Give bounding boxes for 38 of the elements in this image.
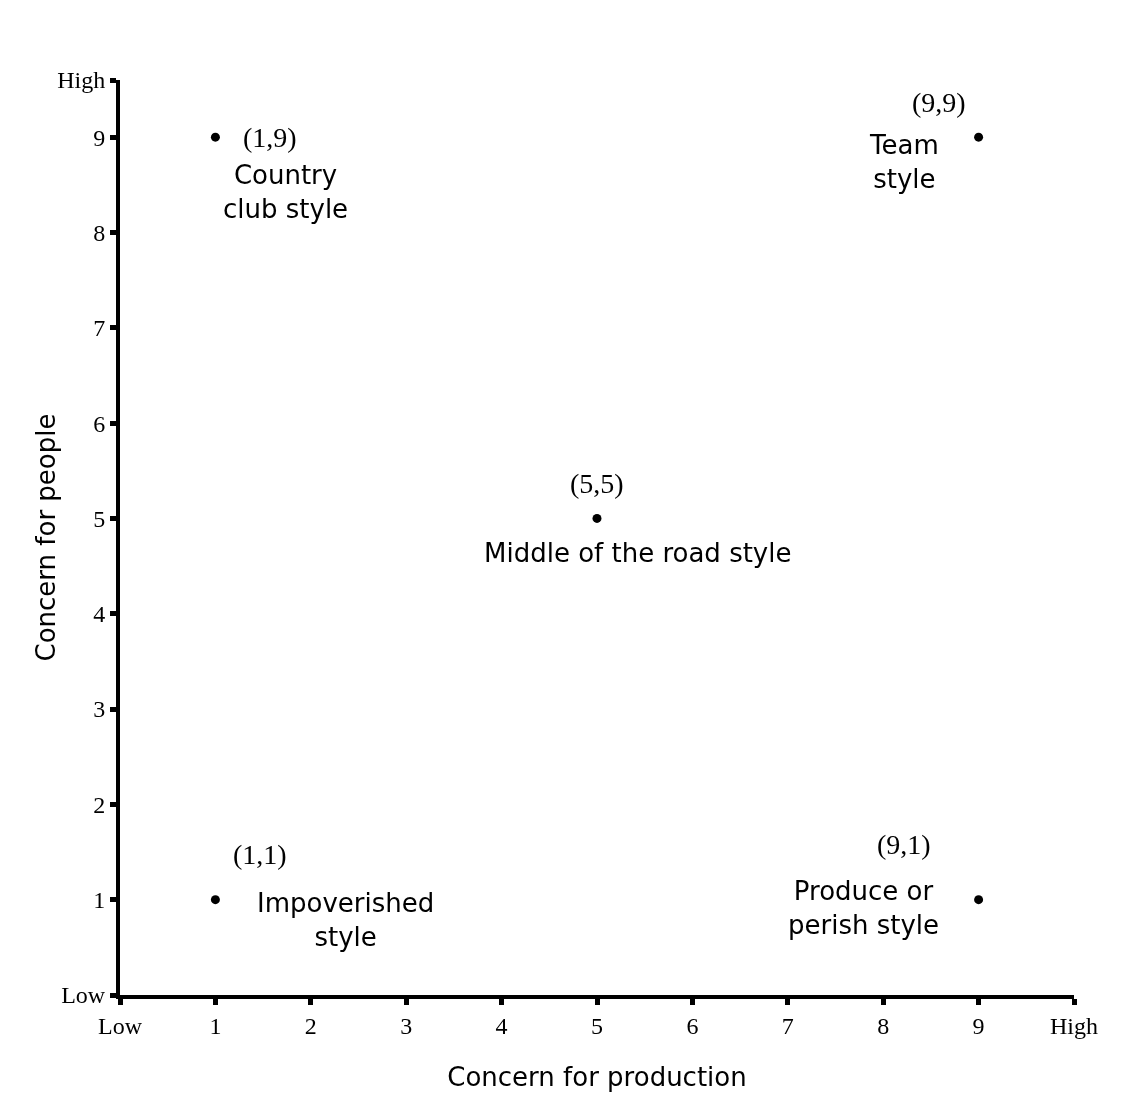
x-axis-title: Concern for production bbox=[447, 1062, 747, 1092]
x-tick-label: 8 bbox=[877, 1012, 890, 1039]
x-tick-label: 5 bbox=[591, 1012, 603, 1039]
y-axis-title: Concern for people bbox=[31, 413, 61, 662]
y-tick-label: High bbox=[57, 67, 106, 94]
annotation: Team style bbox=[869, 130, 939, 194]
x-tick-label: 4 bbox=[495, 1012, 508, 1039]
x-tick-label: 9 bbox=[972, 1012, 985, 1039]
y-tick-label: Low bbox=[61, 982, 106, 1009]
x-tick-label: 3 bbox=[400, 1012, 413, 1039]
annotation: (9,9) bbox=[912, 87, 966, 118]
y-tick-label: 1 bbox=[93, 887, 106, 914]
x-tick-label: 7 bbox=[781, 1012, 794, 1039]
annotation: Country club style bbox=[223, 160, 349, 224]
annotation: Impoverished style bbox=[257, 888, 435, 952]
annotation: (1,9) bbox=[243, 122, 297, 153]
y-tick-label: 9 bbox=[93, 124, 106, 151]
x-tick-label: 1 bbox=[209, 1012, 222, 1039]
y-tick-label: 6 bbox=[93, 410, 106, 437]
point bbox=[210, 132, 220, 142]
x-tick-label: 6 bbox=[686, 1012, 699, 1039]
x-tick-label: High bbox=[1050, 1012, 1098, 1039]
annotation: Produce or perish style bbox=[788, 876, 940, 940]
annotation: (9,1) bbox=[877, 829, 931, 860]
y-tick-label: 2 bbox=[93, 791, 106, 818]
point bbox=[974, 895, 984, 905]
point bbox=[592, 513, 602, 523]
annotation: Middle of the road style bbox=[484, 538, 792, 568]
annotation: (1,1) bbox=[233, 839, 287, 870]
annotation: (5,5) bbox=[570, 468, 624, 499]
y-tick-label: 8 bbox=[93, 219, 106, 246]
y-tick-label: 5 bbox=[93, 505, 106, 532]
point bbox=[210, 895, 220, 905]
y-tick-label: 7 bbox=[93, 315, 106, 342]
point bbox=[974, 132, 984, 142]
y-tick-label: 4 bbox=[93, 601, 106, 628]
x-tick-label: 2 bbox=[304, 1012, 317, 1039]
y-tick-label: 3 bbox=[93, 696, 106, 723]
